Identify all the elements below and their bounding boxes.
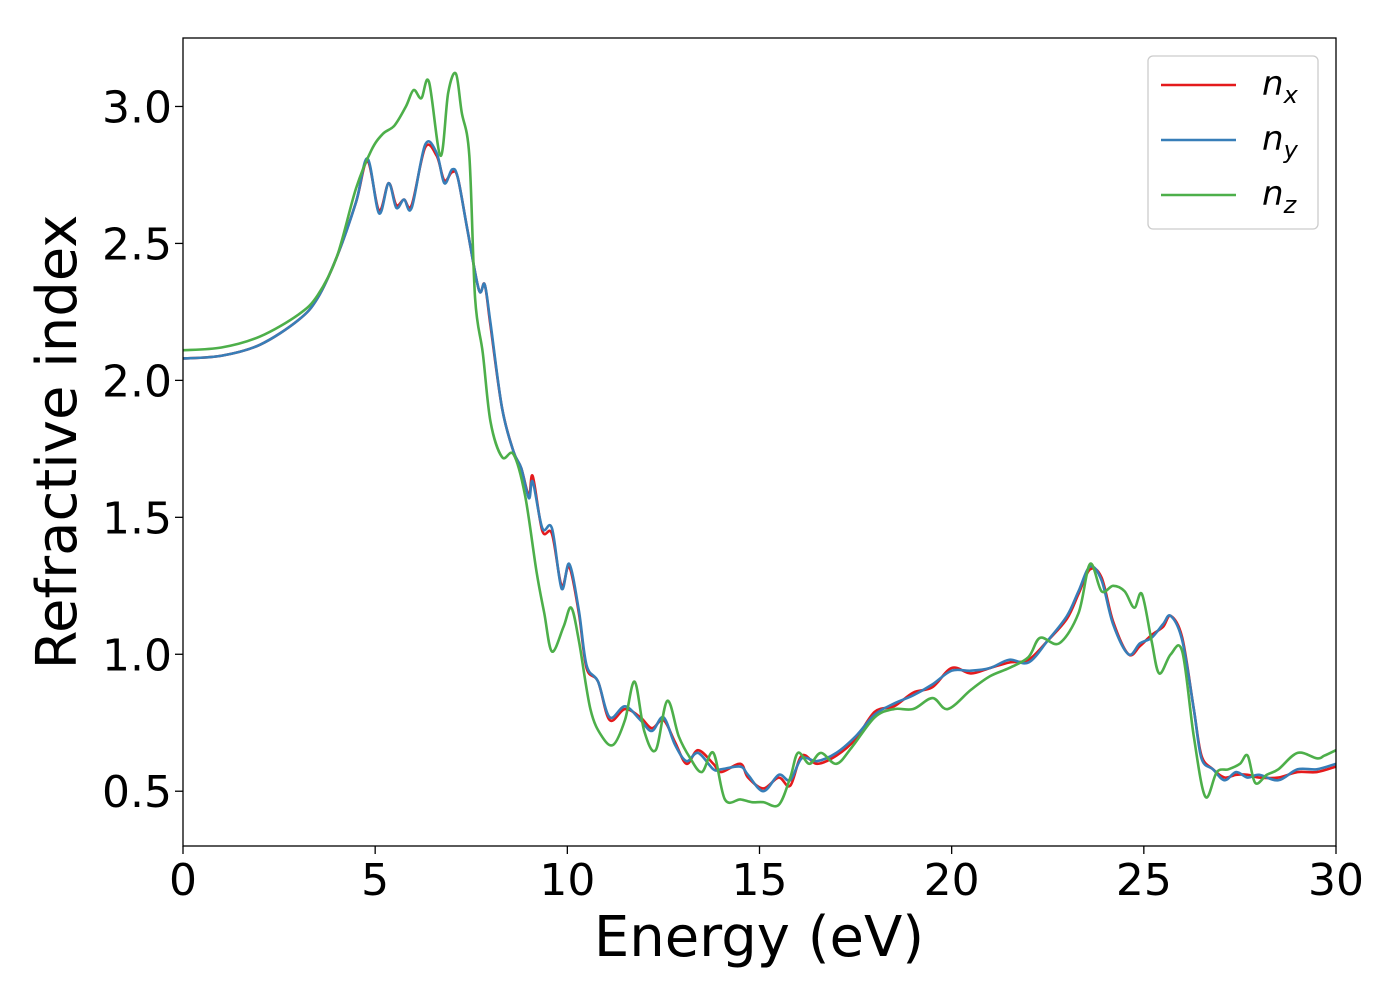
series-line-z <box>182 71 1337 808</box>
y-axis-title: Refractive index <box>25 215 90 670</box>
y-ticks: 0.5 1.0 1.5 2.0 2.5 3.0 <box>102 82 183 818</box>
legend-box <box>1147 55 1319 230</box>
x-tick-label: 15 <box>732 855 788 906</box>
x-ticks: 0 5 10 15 20 25 30 <box>169 846 1364 906</box>
legend-label-x: nx <box>1262 64 1299 109</box>
x-tick-label: 25 <box>1116 855 1172 906</box>
legend-label-z: nz <box>1262 174 1298 219</box>
y-tick-label: 2.5 <box>102 219 172 270</box>
y-tick-label: 0.5 <box>102 767 172 818</box>
x-tick-label: 10 <box>539 855 595 906</box>
x-tick-label: 5 <box>361 855 389 906</box>
x-tick-label: 20 <box>924 855 980 906</box>
legend: nx ny nz <box>1147 55 1319 230</box>
y-tick-label: 3.0 <box>102 82 172 133</box>
series-layer <box>182 71 1337 808</box>
y-tick-label: 1.5 <box>102 493 172 544</box>
x-axis-title: Energy (eV) <box>594 905 924 970</box>
x-tick-label: 0 <box>169 855 197 906</box>
y-tick-label: 2.0 <box>102 356 172 407</box>
legend-label-y: ny <box>1262 119 1299 164</box>
x-tick-label: 30 <box>1308 855 1364 906</box>
y-tick-label: 1.0 <box>102 630 172 681</box>
